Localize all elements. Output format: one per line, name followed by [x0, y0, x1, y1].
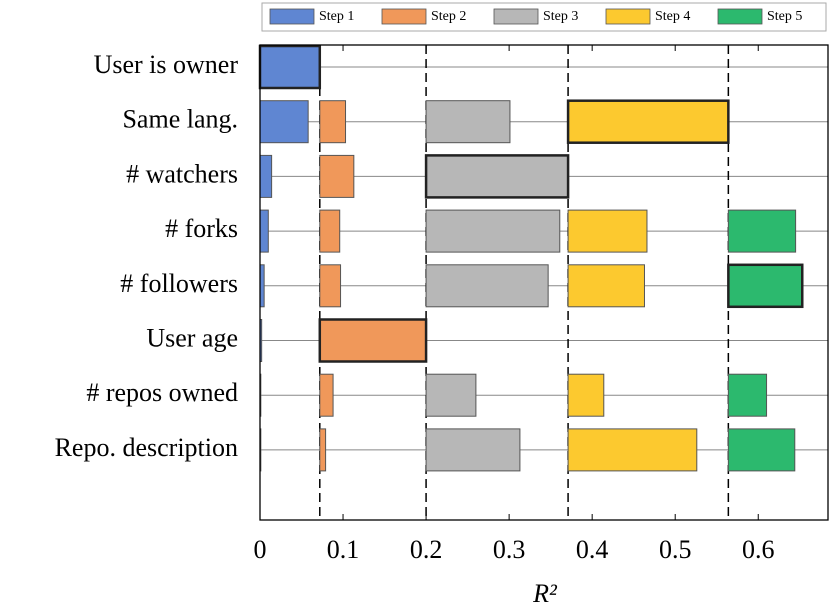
bar [318, 318, 428, 363]
bar [319, 428, 327, 472]
bar [259, 209, 269, 253]
legend-label: Step 2 [431, 9, 466, 24]
bar [727, 209, 797, 253]
x-tick-label: 0.6 [742, 535, 775, 564]
legend-swatch [717, 8, 763, 25]
y-tick-label: # forks [165, 214, 238, 243]
legend-label: Step 4 [655, 9, 690, 24]
bar [319, 100, 347, 144]
bar [567, 428, 698, 472]
x-tick-label: 0.1 [327, 535, 360, 564]
legend-swatch [269, 8, 315, 25]
bar [425, 373, 477, 417]
bar [727, 373, 768, 417]
bar [566, 99, 730, 144]
legend-label: Step 3 [543, 9, 578, 24]
bar [424, 154, 570, 199]
bar [425, 100, 511, 144]
legend-label: Step 1 [319, 9, 354, 24]
x-axis-label: R² [532, 579, 558, 608]
bar [319, 373, 334, 417]
bar [567, 209, 648, 253]
bar [319, 154, 355, 198]
y-tick-label: # followers [120, 269, 238, 298]
bar [425, 428, 521, 472]
legend-swatch [605, 8, 651, 25]
bar [727, 263, 804, 309]
bar [319, 264, 342, 308]
bar [425, 209, 561, 253]
bar [727, 428, 796, 472]
x-tick-label: 0 [254, 535, 267, 564]
plot-frame [259, 44, 829, 521]
bar [319, 209, 341, 253]
legend-swatch [493, 8, 539, 25]
bar [259, 154, 273, 198]
y-tick-label: Repo. description [55, 433, 238, 462]
legend-label: Step 5 [767, 9, 802, 24]
y-tick-label: # watchers [126, 159, 238, 188]
bar [567, 373, 605, 417]
bar [567, 264, 645, 308]
x-tick-label: 0.3 [493, 535, 526, 564]
bar [258, 44, 322, 90]
y-tick-label: Same lang. [122, 105, 238, 134]
y-tick-label: # repos owned [86, 378, 238, 407]
x-tick-label: 0.4 [576, 535, 609, 564]
bar [259, 100, 309, 144]
x-tick-label: 0.5 [659, 535, 692, 564]
y-tick-label: User age [146, 323, 238, 352]
bar [425, 264, 549, 308]
x-tick-label: 0.2 [410, 535, 443, 564]
legend-swatch [381, 8, 427, 25]
y-tick-label: User is owner [94, 50, 239, 79]
